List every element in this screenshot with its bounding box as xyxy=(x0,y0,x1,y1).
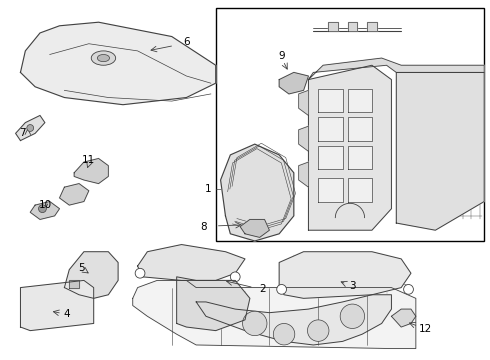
Polygon shape xyxy=(347,89,372,112)
Text: 2: 2 xyxy=(259,284,266,294)
Circle shape xyxy=(404,284,414,294)
Text: 7: 7 xyxy=(20,129,26,138)
Ellipse shape xyxy=(91,51,116,65)
Ellipse shape xyxy=(98,54,110,62)
Polygon shape xyxy=(74,158,108,184)
Polygon shape xyxy=(392,309,416,327)
Circle shape xyxy=(27,125,34,131)
Text: 6: 6 xyxy=(183,37,190,47)
Polygon shape xyxy=(21,280,94,330)
Text: 4: 4 xyxy=(64,310,70,319)
Polygon shape xyxy=(220,144,294,241)
Polygon shape xyxy=(59,184,89,205)
Text: 12: 12 xyxy=(419,324,432,334)
Circle shape xyxy=(273,324,295,345)
Polygon shape xyxy=(318,117,343,140)
Text: 5: 5 xyxy=(78,263,85,273)
Circle shape xyxy=(230,272,240,282)
Circle shape xyxy=(340,304,365,328)
Circle shape xyxy=(277,284,287,294)
Circle shape xyxy=(39,205,47,213)
Polygon shape xyxy=(318,89,343,112)
Polygon shape xyxy=(21,22,216,105)
Polygon shape xyxy=(367,22,377,31)
Polygon shape xyxy=(240,220,270,237)
Polygon shape xyxy=(177,277,250,330)
Polygon shape xyxy=(30,202,59,220)
Text: 9: 9 xyxy=(278,51,285,61)
Polygon shape xyxy=(396,72,484,230)
Polygon shape xyxy=(347,117,372,140)
Polygon shape xyxy=(64,252,118,298)
Polygon shape xyxy=(347,146,372,169)
Polygon shape xyxy=(196,295,392,345)
Circle shape xyxy=(243,311,267,336)
Polygon shape xyxy=(328,22,338,31)
Text: 3: 3 xyxy=(349,281,356,291)
Text: 11: 11 xyxy=(82,155,96,165)
Polygon shape xyxy=(299,162,308,187)
Bar xyxy=(216,8,484,241)
Polygon shape xyxy=(69,280,79,288)
Polygon shape xyxy=(279,252,411,298)
Text: 10: 10 xyxy=(38,200,51,210)
Text: 1: 1 xyxy=(205,184,212,194)
Polygon shape xyxy=(308,65,392,230)
Text: 8: 8 xyxy=(200,222,207,231)
Polygon shape xyxy=(299,126,308,151)
Polygon shape xyxy=(299,90,308,116)
Polygon shape xyxy=(347,178,372,202)
Polygon shape xyxy=(347,22,357,31)
Polygon shape xyxy=(318,146,343,169)
Circle shape xyxy=(308,320,329,341)
Polygon shape xyxy=(308,58,484,80)
Polygon shape xyxy=(16,116,45,140)
Circle shape xyxy=(135,268,145,278)
Polygon shape xyxy=(318,178,343,202)
Polygon shape xyxy=(133,280,416,348)
Polygon shape xyxy=(138,244,245,280)
Polygon shape xyxy=(279,72,308,94)
